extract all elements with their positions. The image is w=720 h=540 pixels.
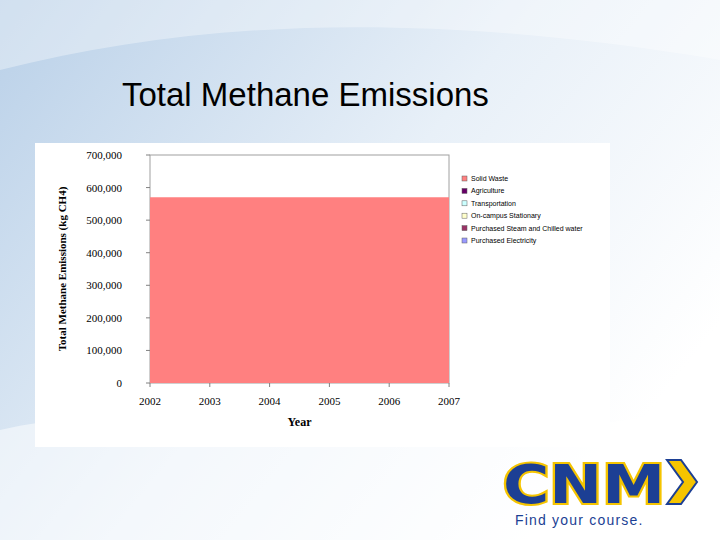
y-tick: [146, 350, 150, 351]
y-tick-label: 100,000: [86, 344, 122, 356]
legend-swatch: [462, 201, 467, 206]
legend-label: On-campus Stationary: [471, 212, 541, 220]
y-tick: [146, 155, 150, 156]
y-tick: [146, 220, 150, 221]
legend-label: Purchased Steam and Chilled water: [471, 225, 583, 232]
legend-swatch: [462, 188, 467, 193]
y-tick: [146, 383, 150, 384]
x-tick-label: 2007: [438, 395, 461, 407]
chart-area: [35, 143, 610, 447]
y-tick-label: 600,000: [86, 182, 122, 194]
legend-swatch: [462, 226, 467, 231]
y-tick-label: 0: [117, 377, 123, 389]
y-tick: [146, 285, 150, 286]
slide: Total Methane Emissions 0 100,000 200,000 30…: [0, 0, 720, 540]
logo-tagline: Find your course.: [515, 512, 644, 528]
x-axis-label: Year: [288, 415, 313, 429]
x-tick: [449, 383, 450, 387]
legend-swatch: [462, 213, 467, 218]
x-tick: [209, 383, 210, 387]
logo: CNMFind your course.: [503, 453, 697, 528]
legend-label: Purchased Electricity: [471, 237, 537, 245]
y-axis-label: Total Methane Emissions (kg CH4): [56, 186, 69, 351]
x-tick-label: 2006: [378, 395, 401, 407]
x-tick: [269, 383, 270, 387]
legend-swatch: [462, 238, 467, 243]
logo-text: CNM: [503, 453, 665, 516]
y-tick: [146, 317, 150, 318]
legend-label: Agriculture: [471, 187, 505, 195]
legend-label: Solid Waste: [471, 175, 508, 182]
x-tick-label: 2003: [199, 395, 222, 407]
x-tick: [150, 383, 151, 387]
x-tick: [329, 383, 330, 387]
y-tick: [146, 252, 150, 253]
y-tick: [146, 187, 150, 188]
legend-label: Transportation: [471, 200, 516, 208]
x-tick-label: 2002: [139, 395, 161, 407]
y-tick-label: 200,000: [86, 312, 122, 324]
areas: [150, 197, 449, 383]
background: [0, 0, 720, 540]
x-tick: [389, 383, 390, 387]
logo-chevron: [667, 460, 697, 504]
legend-swatch: [462, 176, 467, 181]
plot-frame: [150, 155, 449, 383]
y-tick-label: 400,000: [86, 247, 122, 259]
y-tick-label: 300,000: [86, 279, 122, 291]
background-wave: [0, 0, 720, 70]
title: Total Methane Emissions: [122, 76, 489, 113]
x-tick-label: 2004: [259, 395, 282, 407]
x-tick-label: 2005: [318, 395, 341, 407]
y-tick-label: 700,000: [86, 149, 122, 161]
area: [150, 197, 449, 383]
y-tick-label: 500,000: [86, 214, 122, 226]
